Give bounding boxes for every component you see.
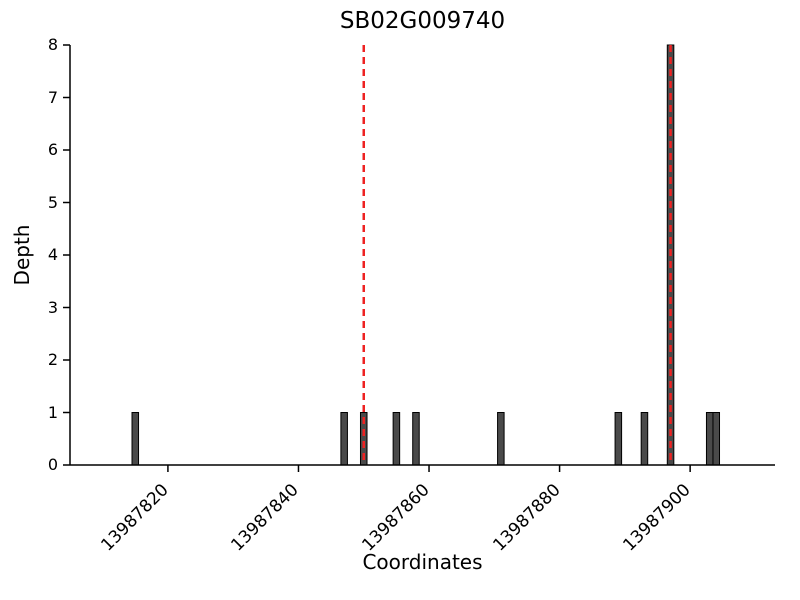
depth-bar bbox=[497, 412, 505, 466]
depth-bar bbox=[412, 412, 420, 466]
y-tick-label: 6 bbox=[47, 140, 58, 159]
y-tick-label: 5 bbox=[47, 192, 58, 212]
depth-bar bbox=[705, 412, 714, 466]
y-tick-label: 4 bbox=[47, 245, 58, 264]
y-tick-label: 8 bbox=[47, 35, 58, 54]
depth-bar bbox=[340, 412, 348, 466]
depth-bar bbox=[392, 412, 401, 466]
depth-bar bbox=[614, 412, 623, 466]
y-tick-label: 2 bbox=[47, 350, 58, 369]
depth-bar bbox=[640, 412, 649, 466]
depth-bar bbox=[712, 412, 721, 466]
x-axis-label: Coordinates bbox=[362, 550, 483, 574]
y-tick-label: 0 bbox=[47, 455, 58, 474]
chart-title: SB02G009740 bbox=[339, 8, 506, 34]
y-tick-label: 1 bbox=[47, 402, 58, 422]
y-tick-label: 3 bbox=[47, 297, 58, 317]
depth-bar bbox=[131, 412, 140, 466]
y-tick-label: 7 bbox=[47, 87, 58, 107]
